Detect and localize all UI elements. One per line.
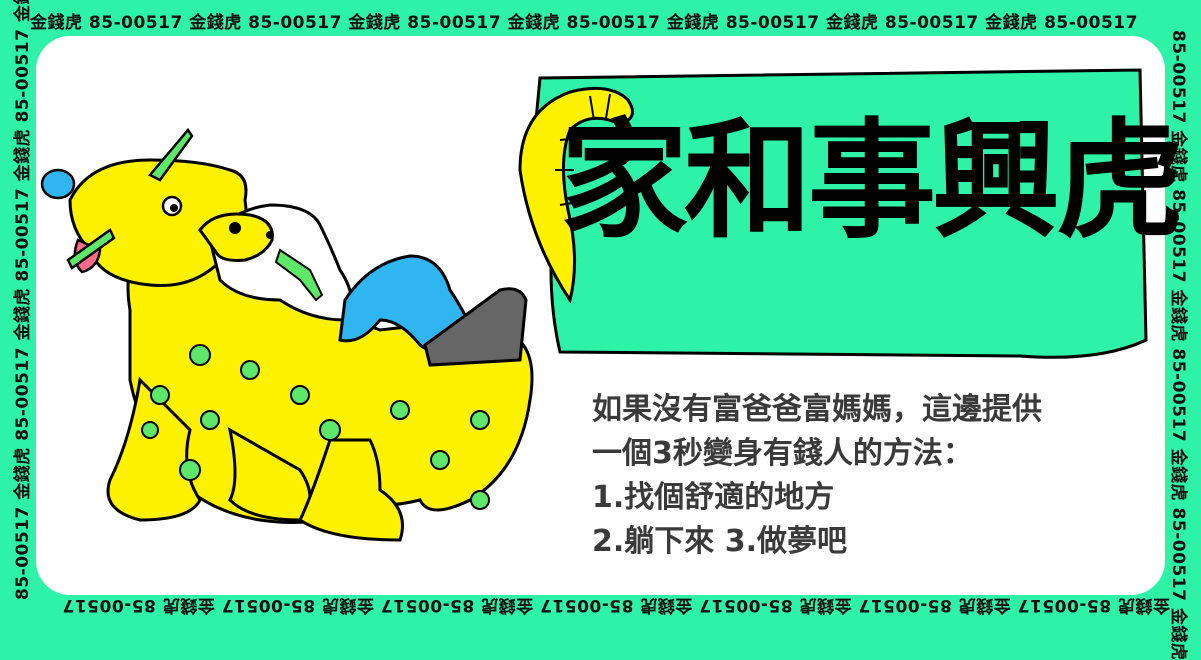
body-line-4: 2.躺下來 3.做夢吧 bbox=[592, 524, 847, 559]
body-line-1: 如果沒有富爸爸富媽媽，這邊提供 bbox=[592, 392, 1042, 427]
body-text: 如果沒有富爸爸富媽媽，這邊提供 一個3秒變身有錢人的方法： 1.找個舒適的地方 … bbox=[592, 388, 1152, 564]
tiger-with-man-icon bbox=[40, 68, 1148, 542]
body-line-3: 1.找個舒適的地方 bbox=[592, 480, 835, 515]
title: 家和事興虎 bbox=[560, 107, 1184, 256]
body-line-2: 一個3秒變身有錢人的方法： bbox=[592, 436, 973, 471]
border-text-top: 金錢虎 85-00517 金錢虎 85-00517 金錢虎 85-00517 金… bbox=[30, 13, 1138, 33]
